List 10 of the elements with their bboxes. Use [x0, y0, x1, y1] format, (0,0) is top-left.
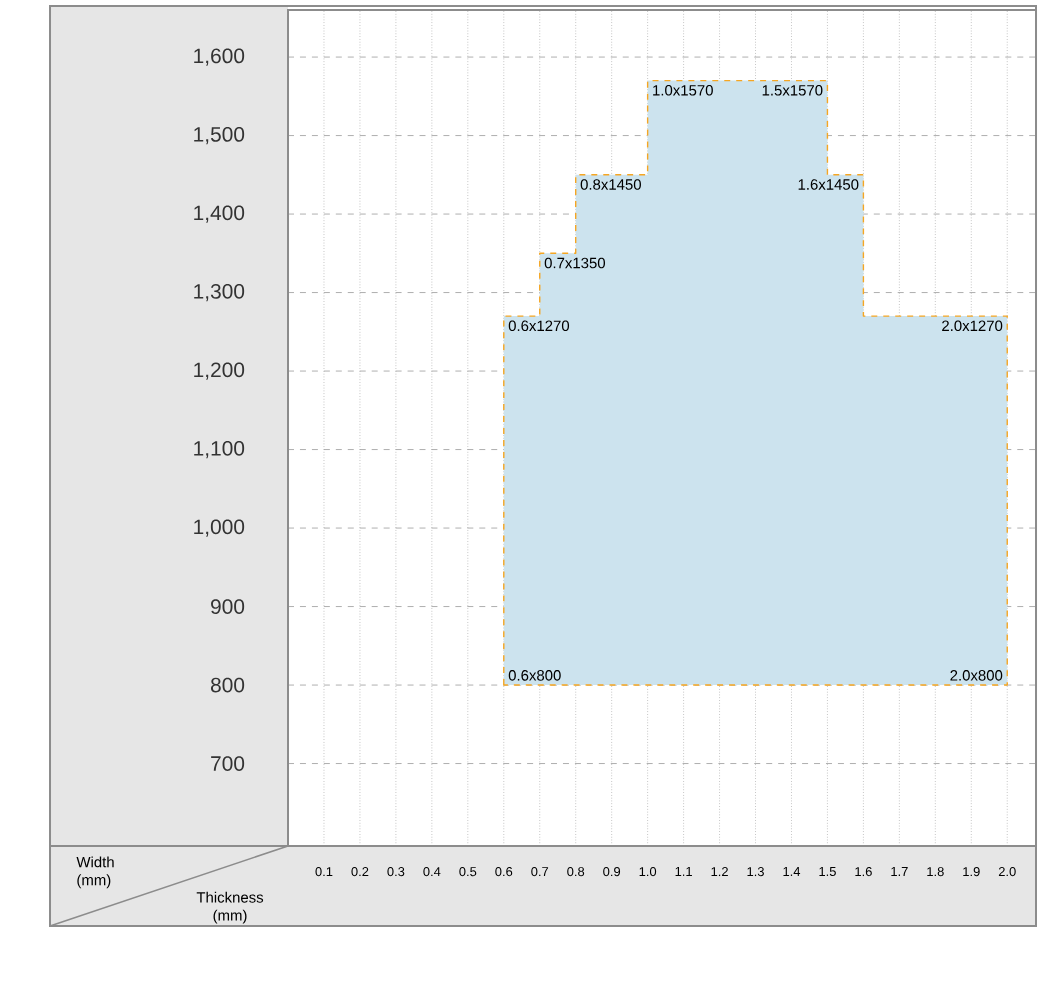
y-tick-label: 1,200	[194, 362, 245, 380]
y-tick-label: 900	[211, 599, 245, 614]
y-tick-label: 1,400	[194, 205, 245, 223]
y-tick-label: 1,100	[194, 440, 245, 459]
y-tick-label: 800	[210, 677, 245, 693]
y-tick-label: 1,600	[194, 48, 245, 66]
y-tick-label: 1,000	[194, 519, 245, 537]
y-tick-label: 1,300	[194, 283, 245, 302]
y-tick-label: 1,500	[194, 126, 245, 145]
y-tick-label: 700	[211, 756, 245, 771]
